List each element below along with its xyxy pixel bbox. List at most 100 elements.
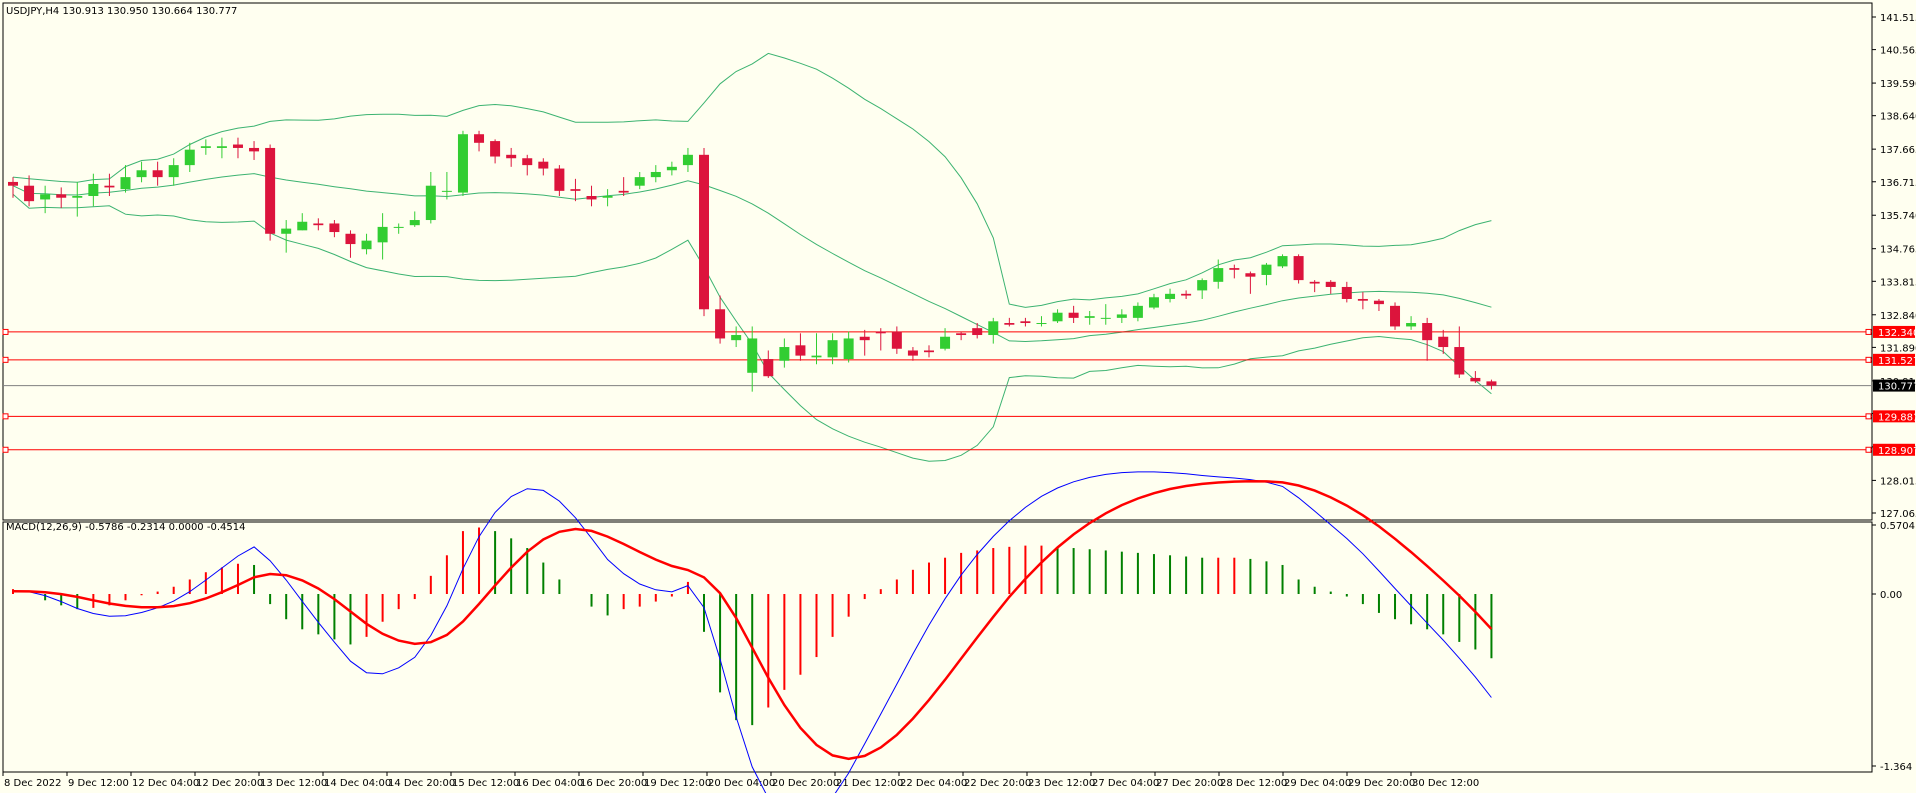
candle-body-bear — [715, 309, 726, 339]
price-y-tick-label: 133.815 — [1880, 277, 1916, 288]
price-y-tick-label: 135.740 — [1880, 211, 1916, 222]
candle-body-bull — [1213, 268, 1224, 282]
candle-body-bear — [1486, 381, 1497, 386]
candle-body-bear — [875, 331, 886, 334]
x-tick-label: 15 Dec 12:00 — [452, 778, 519, 789]
candle-body-bear — [1020, 321, 1031, 324]
candle-body-bull — [297, 221, 308, 231]
candle-body-bear — [8, 181, 18, 186]
candle-body-bear — [923, 350, 934, 353]
price-header-text: USDJPY,H4 130.913 130.950 130.664 130.77… — [6, 6, 237, 17]
candle-body-bull — [1132, 305, 1143, 318]
x-tick-label: 8 Dec 2022 — [4, 778, 62, 789]
macd-y-tick-label: 0.5704 — [1880, 521, 1915, 532]
x-tick-label: 27 Dec 04:00 — [1092, 778, 1159, 789]
macd-pane-frame — [2, 521, 1873, 773]
candle-body-bear — [265, 147, 276, 234]
x-tick-label: 21 Dec 12:00 — [836, 778, 903, 789]
price-level-label: 131.527 — [1878, 356, 1916, 367]
x-tick-label: 20 Dec 04:00 — [708, 778, 775, 789]
candle-body-bull — [184, 149, 195, 166]
price-y-tick-label: 132.840 — [1880, 311, 1916, 322]
level-handle-right — [1865, 328, 1872, 335]
candle-body-bear — [1245, 273, 1256, 277]
candle-body-bull — [1036, 323, 1047, 325]
candle-body-bear — [1470, 377, 1481, 382]
candle-body-bear — [104, 185, 115, 188]
x-tick-label: 12 Dec 04:00 — [132, 778, 199, 789]
price-y-tick-label: 137.665 — [1880, 145, 1916, 156]
candle-body-bear — [506, 154, 517, 159]
candle-body-bull — [409, 220, 420, 226]
level-handle-left — [2, 356, 9, 363]
candle-body-bear — [699, 154, 710, 310]
price-y-tick-label: 140.565 — [1880, 46, 1916, 57]
price-pane-frame — [2, 2, 1873, 521]
candle-body-bull — [843, 338, 854, 360]
x-tick-label: 16 Dec 04:00 — [516, 778, 583, 789]
candle-body-bull — [1084, 316, 1095, 318]
x-tick-label: 29 Dec 04:00 — [1284, 778, 1351, 789]
candle-body-bear — [1357, 298, 1368, 301]
candle-body-bull — [425, 185, 436, 221]
candle-body-bear — [1422, 323, 1433, 341]
candle-body-bear — [1438, 336, 1449, 348]
level-handle-left — [2, 446, 9, 453]
x-tick-label: 9 Dec 12:00 — [68, 778, 129, 789]
candle-body-bull — [682, 154, 693, 166]
level-handle-right — [1865, 446, 1872, 453]
price-y-tick-label: 128.015 — [1880, 476, 1916, 487]
price-y-tick-label: 138.640 — [1880, 112, 1916, 123]
candle-body-bear — [586, 196, 597, 200]
price-y-tick-label: 141.515 — [1880, 13, 1916, 24]
price-y-tick-label: 134.765 — [1880, 245, 1916, 256]
candle-body-bull — [1261, 264, 1272, 275]
candle-body-bull — [88, 183, 99, 197]
candle-body-bull — [200, 146, 211, 148]
candle-body-bull — [120, 177, 131, 190]
candle-body-bull — [1406, 323, 1417, 327]
price-y-tick-label: 139.590 — [1880, 79, 1916, 90]
level-handle-right — [1865, 356, 1872, 363]
candle-body-bear — [1454, 347, 1465, 375]
candle-body-bear — [907, 350, 918, 356]
x-tick-label: 23 Dec 12:00 — [1028, 778, 1095, 789]
level-handle-right — [1865, 413, 1872, 420]
candle-body-bear — [313, 223, 324, 226]
candle-body-bull — [1052, 312, 1063, 322]
candle-body-bear — [618, 190, 629, 193]
current-price-badge — [1873, 379, 1915, 392]
candle-body-bear — [1293, 256, 1304, 281]
candle-body-bull — [393, 226, 404, 228]
candle-body-bear — [763, 359, 774, 377]
candle-body-bear — [554, 168, 565, 191]
price-level-label: 128.907 — [1878, 446, 1916, 457]
candle-body-bear — [1004, 323, 1015, 325]
candle-body-bull — [216, 146, 227, 148]
candle-body-bull — [634, 177, 645, 186]
x-tick-label: 29 Dec 20:00 — [1348, 778, 1415, 789]
macd-signal-line — [12, 479, 1493, 761]
macd-main-line — [12, 471, 1492, 793]
level-handle-left — [2, 328, 9, 335]
level-handle-left — [2, 413, 9, 420]
macd-y-tick-label: -1.364 — [1880, 762, 1912, 773]
candle-body-bear — [538, 161, 549, 169]
bollinger-middle-band — [12, 173, 1492, 343]
candle-body-bull — [811, 355, 822, 358]
x-tick-label: 19 Dec 12:00 — [644, 778, 711, 789]
price-y-tick-label: 136.715 — [1880, 178, 1916, 189]
current-price-label: 130.777 — [1878, 382, 1916, 393]
x-tick-label: 14 Dec 04:00 — [324, 778, 391, 789]
candle-body-bear — [522, 158, 533, 166]
candle-body-bull — [650, 171, 661, 178]
candle-body-bear — [345, 233, 356, 245]
candle-body-bear — [859, 336, 870, 341]
candle-body-bull — [731, 335, 742, 341]
price-level-label: 129.881 — [1878, 412, 1916, 423]
x-tick-label: 12 Dec 20:00 — [196, 778, 263, 789]
price-y-tick-label: 127.065 — [1880, 509, 1916, 520]
candle-body-bull — [72, 196, 83, 198]
